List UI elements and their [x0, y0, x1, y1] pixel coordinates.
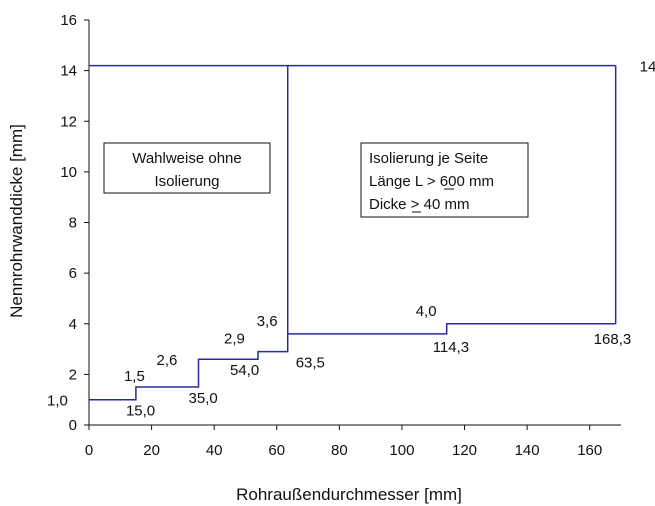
x-tick-label: 40 — [206, 442, 223, 459]
x-tick-label: 120 — [452, 442, 477, 459]
right-box-line-3: Dicke > 40 mm — [369, 196, 469, 213]
left-annotation-box: Wahlweise ohne Isolierung — [103, 142, 271, 194]
x-tick-label: 20 — [143, 442, 160, 459]
x-value-label: 54,0 — [230, 362, 259, 379]
value-label: 14,2 — [640, 59, 655, 76]
y-tick-label: 2 — [69, 366, 77, 383]
y-tick-label: 12 — [60, 113, 77, 130]
y-tick-label: 10 — [60, 164, 77, 181]
right-box-line-2: Länge L > 600 mm — [369, 173, 494, 190]
y-tick-label: 0 — [69, 417, 77, 434]
value-label: 1,0 — [47, 393, 68, 410]
left-box-line-2: Isolierung — [154, 173, 219, 190]
y-tick-label: 8 — [69, 215, 77, 232]
step-series-line — [89, 323, 616, 401]
value-label: 4,0 — [416, 303, 437, 320]
right-annotation-box: Isolierung je Seite Länge L > 600 mm Dic… — [360, 142, 529, 218]
labels: 1,0 1,5 2,6 2,9 3,6 4,0 14,2 15,0 35,0 54,0 63,5 11… — [47, 59, 655, 420]
x-value-label: 63,5 — [296, 355, 325, 372]
x-tick-label: 100 — [389, 442, 414, 459]
value-label: 2,9 — [224, 331, 245, 348]
x-value-label: 114,3 — [433, 339, 469, 356]
y-axis-title: Nennrohrwanddicke [mm] — [7, 124, 26, 318]
x-value-label: 35,0 — [189, 390, 218, 407]
left-box-line-1: Wahlweise ohne — [132, 150, 242, 167]
series — [89, 64, 617, 401]
y-tick-label: 14 — [60, 63, 77, 80]
x-value-label: 15,0 — [126, 403, 155, 420]
value-label: 2,6 — [157, 352, 178, 369]
x-tick-label: 0 — [85, 442, 93, 459]
x-tick-label: 80 — [331, 442, 348, 459]
value-label: 3,6 — [257, 313, 278, 330]
right-box-line-1: Isolierung je Seite — [369, 150, 488, 167]
x-axis-title: Rohraußendurchmesser [mm] — [236, 485, 462, 504]
x-tick-label: 60 — [268, 442, 285, 459]
y-tick-label: 6 — [69, 265, 77, 282]
y-tick-label: 16 — [60, 12, 77, 29]
value-label: 1,5 — [124, 368, 145, 385]
x-value-label: 168,3 — [594, 331, 632, 348]
x-tick-label: 140 — [515, 442, 540, 459]
x-tick-label: 160 — [577, 442, 602, 459]
y-tick-label: 4 — [69, 316, 77, 333]
